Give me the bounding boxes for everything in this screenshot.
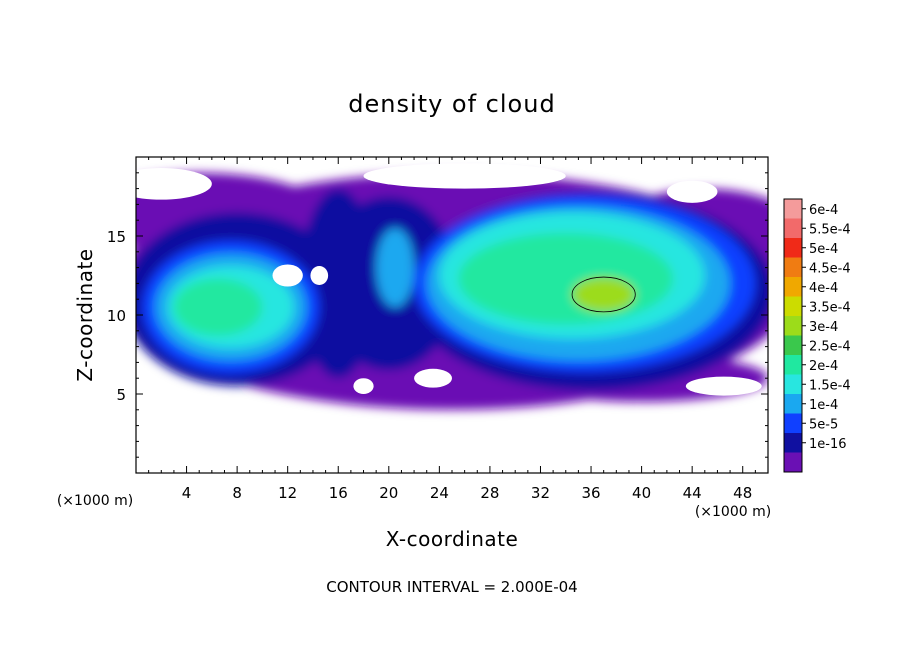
density-blob-16 xyxy=(458,232,674,325)
colorbar-label: 4e-4 xyxy=(809,281,838,296)
x-axis: 4 8 12 16 20 24 28 32 36 40 44 48 xyxy=(148,157,756,502)
density-blob-12 xyxy=(376,228,415,308)
y-axis: 5 10 15 xyxy=(107,172,768,458)
y-tick-label: 15 xyxy=(107,228,126,246)
colorbar-swatch xyxy=(784,355,802,375)
plot-area xyxy=(136,157,768,473)
x-tick-label: 24 xyxy=(430,484,449,502)
colorbar-swatch xyxy=(784,413,802,434)
colorbar-swatch xyxy=(784,316,802,336)
clear-air-5 xyxy=(363,163,566,189)
colorbar-label: 4.5e-4 xyxy=(809,261,851,276)
colorbar-label: 3.5e-4 xyxy=(809,300,851,315)
colorbar-swatch xyxy=(784,394,802,414)
x-tick-label: 12 xyxy=(278,484,297,502)
x-tick-label: 28 xyxy=(480,484,499,502)
colorbar-swatch xyxy=(784,335,802,356)
clear-air-6 xyxy=(666,180,718,203)
colorbar-label: 5.5e-4 xyxy=(809,222,851,237)
colorbar-label: 6e-4 xyxy=(809,203,838,218)
x-tick-label: 20 xyxy=(379,484,398,502)
clear-air-3 xyxy=(353,378,374,394)
contour-interval-note: CONTOUR INTERVAL = 2.000E-04 xyxy=(326,578,577,596)
x-tick-label: 36 xyxy=(581,484,600,502)
colorbar-label: 3e-4 xyxy=(809,320,838,335)
x-axis-label: X-coordinate xyxy=(386,527,519,551)
clear-air-regions xyxy=(136,163,762,396)
y-tick-label: 10 xyxy=(107,307,126,325)
density-blob-7 xyxy=(300,188,377,379)
x-tick-label: 16 xyxy=(329,484,348,502)
colorbar-swatch xyxy=(784,296,802,317)
colorbar-swatch xyxy=(784,277,802,297)
y-axis-label: Z-coordinate xyxy=(73,248,97,381)
clear-air-7 xyxy=(685,376,762,396)
colorbar: 6e-4 5.5e-4 5e-4 4.5e-4 4e-4 3.5e-4 3e-4 2.5e-4… xyxy=(783,198,851,473)
clear-air-1 xyxy=(310,266,329,285)
chart-title: density of cloud xyxy=(348,90,555,118)
colorbar-swatch xyxy=(784,257,802,278)
density-blob-17 xyxy=(572,277,636,312)
x-tick-label: 8 xyxy=(232,484,242,502)
clear-air-0 xyxy=(272,264,303,287)
y-tick-label: 5 xyxy=(116,386,126,404)
x-tick-label: 4 xyxy=(182,484,192,502)
colorbar-swatch xyxy=(784,452,802,473)
colorbar-swatch xyxy=(784,433,802,453)
colorbar-label: 1e-4 xyxy=(809,398,838,413)
colorbar-swatch xyxy=(784,238,802,258)
density-blob-15 xyxy=(173,278,263,336)
clear-air-2 xyxy=(414,368,452,388)
colorbar-frame xyxy=(783,198,803,473)
colorbar-swatch xyxy=(784,218,802,239)
colorbar-label: 5e-5 xyxy=(809,417,838,432)
x-tick-label: 32 xyxy=(531,484,550,502)
clear-air-4 xyxy=(136,168,212,200)
colorbar-label: 5e-4 xyxy=(809,242,838,257)
contour-lines xyxy=(571,276,636,313)
colorbar-label: 1e-16 xyxy=(809,437,847,452)
colorbar-label: 2e-4 xyxy=(809,359,838,374)
colorbar-label: 2.5e-4 xyxy=(809,339,851,354)
x-tick-label: 40 xyxy=(632,484,651,502)
colorbar-swatch xyxy=(784,374,802,395)
x-unit-label-right: (×1000 m) xyxy=(695,504,771,520)
colorbar-swatch xyxy=(784,199,802,219)
colorbar-label: 1.5e-4 xyxy=(809,378,851,393)
x-unit-label-left: (×1000 m) xyxy=(57,493,133,509)
x-tick-label: 44 xyxy=(683,484,702,502)
contour-line-0 xyxy=(571,276,636,313)
x-tick-label: 48 xyxy=(733,484,752,502)
